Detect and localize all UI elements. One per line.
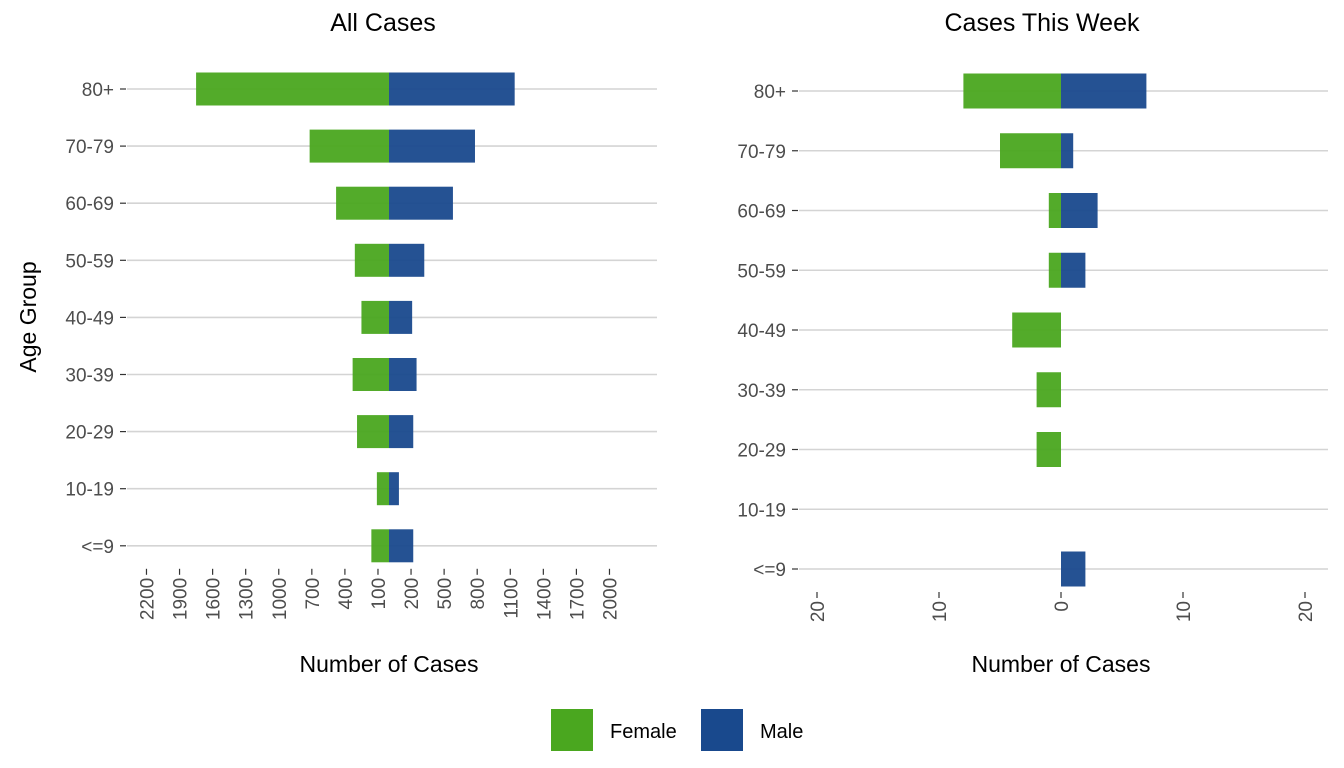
- y-tick-label: 80+: [754, 82, 786, 103]
- x-tick-label: 200: [402, 578, 423, 610]
- legend-swatch-female: [551, 709, 593, 751]
- bar-male: [389, 243, 425, 277]
- x-tick-label: 10: [930, 601, 951, 622]
- bar-female: [1000, 133, 1061, 169]
- bar-male: [389, 472, 399, 506]
- x-tick-label: 20: [808, 601, 829, 622]
- x-axis-title: Number of Cases: [972, 651, 1151, 677]
- legend-swatch-male: [701, 709, 743, 751]
- bar-female: [1036, 372, 1061, 408]
- y-tick-label: 30-39: [737, 381, 786, 402]
- y-axis-title: Age Group: [15, 261, 41, 372]
- y-tick-label: <=9: [753, 560, 786, 581]
- chart-title: Cases This Week: [945, 9, 1140, 37]
- chart-title: All Cases: [330, 9, 436, 37]
- x-tick-label: 700: [303, 578, 324, 610]
- x-tick-label: 20: [1296, 601, 1317, 622]
- bar-male: [1061, 551, 1086, 587]
- bar-female: [354, 243, 389, 277]
- x-tick-label: 1900: [171, 578, 192, 620]
- x-tick-label: 10: [1174, 601, 1195, 622]
- bar-male: [389, 186, 453, 220]
- y-tick-label: 40-49: [737, 321, 786, 342]
- bar-female: [371, 529, 389, 563]
- y-tick-label: 10-19: [737, 500, 786, 521]
- y-tick-label: 50-59: [65, 251, 114, 272]
- bar-female: [1012, 312, 1061, 348]
- bar-male: [1061, 252, 1086, 288]
- x-tick-label: 1400: [534, 578, 555, 620]
- bar-female: [1036, 432, 1061, 467]
- bar-female: [357, 415, 389, 449]
- x-tick-label: 2000: [600, 578, 621, 620]
- y-tick-label: 50-59: [737, 261, 786, 282]
- panel-all-cases: All Cases 80+ 70-79 60-69 50-59 40-49 30-39 20-…: [15, 9, 657, 677]
- y-tick-label: 10-19: [65, 480, 114, 501]
- y-tick-label: 70-79: [737, 142, 786, 163]
- bar-female: [196, 72, 389, 106]
- bar-female: [352, 358, 389, 391]
- bar-male: [1061, 193, 1098, 228]
- bar-male: [389, 129, 475, 163]
- bar-male: [1061, 73, 1147, 109]
- x-tick-label: 1100: [501, 578, 522, 619]
- bar-male: [389, 72, 515, 106]
- x-tick-label: 1600: [204, 578, 225, 620]
- bar-male: [389, 300, 413, 334]
- x-tick-label: 1000: [270, 578, 291, 620]
- bar-female: [963, 73, 1061, 109]
- legend-label-male: Male: [760, 721, 803, 743]
- bar-female: [376, 472, 389, 506]
- x-tick-label: 1300: [237, 578, 258, 620]
- y-tick-label: 70-79: [65, 137, 114, 158]
- bar-female: [1048, 193, 1061, 228]
- panel-cases-this-week: Cases This Week 80+ 70-79 60-69 50-59 40-49 30…: [737, 9, 1328, 677]
- bar-male: [1061, 133, 1074, 169]
- y-tick-label: <=9: [81, 537, 114, 558]
- bar-female: [309, 129, 389, 163]
- y-tick-label: 20-29: [65, 423, 114, 444]
- y-tick-label: 60-69: [737, 202, 786, 223]
- y-tick-label: 40-49: [65, 308, 114, 329]
- bar-male: [389, 415, 414, 449]
- bar-male: [389, 358, 417, 391]
- bar-female: [1048, 252, 1061, 288]
- x-axis-title: Number of Cases: [300, 651, 479, 677]
- x-tick-label: 1700: [567, 578, 588, 620]
- x-tick-label: 400: [336, 578, 357, 610]
- legend: Female Male: [551, 709, 803, 751]
- legend-label-female: Female: [610, 721, 677, 743]
- x-tick-label: 2200: [137, 578, 158, 620]
- bar-female: [361, 300, 389, 334]
- x-tick-label: 800: [468, 578, 489, 610]
- x-tick-label: 100: [369, 578, 390, 610]
- bar-male: [389, 529, 414, 563]
- y-tick-label: 60-69: [65, 194, 114, 215]
- bar-female: [336, 186, 389, 220]
- y-tick-label: 20-29: [737, 441, 786, 462]
- x-tick-label: 500: [435, 578, 456, 610]
- y-tick-label: 30-39: [65, 366, 114, 387]
- y-tick-label: 80+: [82, 80, 114, 101]
- x-tick-label: 0: [1052, 601, 1073, 612]
